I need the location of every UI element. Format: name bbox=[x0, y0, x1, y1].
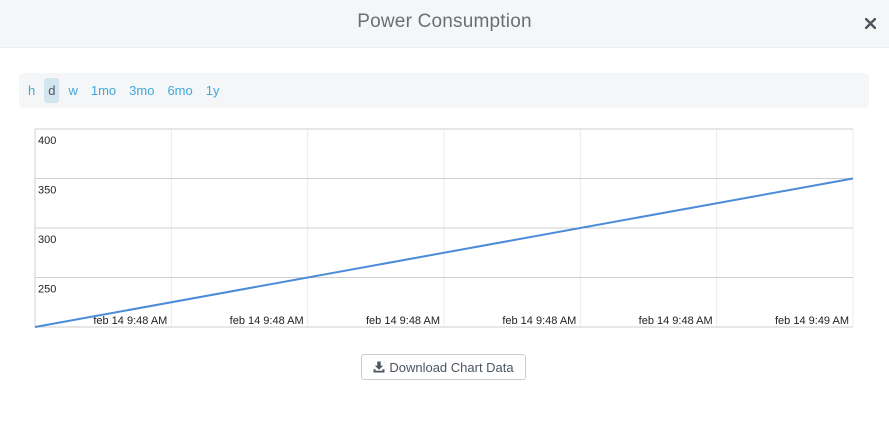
x-tick-label: feb 14 9:48 AM bbox=[230, 315, 304, 327]
range-button-h[interactable]: h bbox=[24, 78, 39, 103]
range-button-6mo[interactable]: 6mo bbox=[163, 78, 196, 103]
modal-header: Power Consumption bbox=[0, 0, 889, 48]
x-tick-label: feb 14 9:49 AM bbox=[775, 315, 849, 327]
x-tick-label: feb 14 9:48 AM bbox=[639, 315, 713, 327]
download-chart-data-button[interactable]: Download Chart Data bbox=[361, 354, 526, 380]
power-consumption-chart: 250 300 350 400 feb 14 9:48 AM feb 14 9:48 AM… bbox=[0, 120, 889, 340]
close-button[interactable] bbox=[859, 12, 881, 34]
time-range-selector: h d w 1mo 3mo 6mo 1y bbox=[19, 73, 869, 108]
range-button-1y[interactable]: 1y bbox=[202, 78, 224, 103]
y-tick-label: 250 bbox=[38, 284, 56, 296]
range-button-w[interactable]: w bbox=[64, 78, 81, 103]
range-button-1mo[interactable]: 1mo bbox=[87, 78, 120, 103]
range-button-d[interactable]: d bbox=[44, 78, 60, 103]
range-button-3mo[interactable]: 3mo bbox=[125, 78, 158, 103]
download-icon bbox=[373, 361, 385, 373]
download-button-label: Download Chart Data bbox=[389, 359, 514, 375]
x-tick-label: feb 14 9:48 AM bbox=[366, 315, 440, 327]
y-tick-label: 300 bbox=[38, 234, 56, 246]
chart-svg: 250 300 350 400 feb 14 9:48 AM feb 14 9:48 AM… bbox=[34, 128, 854, 328]
x-tick-label: feb 14 9:48 AM bbox=[502, 315, 576, 327]
y-tick-label: 400 bbox=[38, 135, 56, 147]
modal-title: Power Consumption bbox=[357, 11, 532, 32]
close-icon bbox=[864, 17, 876, 29]
x-tick-label: feb 14 9:48 AM bbox=[93, 315, 167, 327]
y-tick-label: 350 bbox=[38, 185, 56, 197]
series-line bbox=[34, 177, 854, 328]
